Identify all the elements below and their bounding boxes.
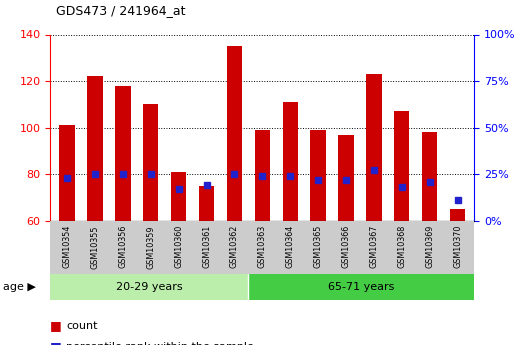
Text: GSM10363: GSM10363 — [258, 225, 267, 268]
Bar — [249, 274, 474, 300]
Bar — [422, 132, 437, 221]
Bar — [366, 74, 382, 221]
Text: GSM10354: GSM10354 — [63, 225, 72, 268]
Text: ■: ■ — [50, 319, 62, 333]
Text: ■: ■ — [50, 340, 62, 345]
Text: 20-29 years: 20-29 years — [116, 282, 183, 292]
Text: GSM10359: GSM10359 — [146, 225, 155, 268]
Bar — [282, 102, 298, 221]
Text: GSM10360: GSM10360 — [174, 225, 183, 268]
Text: percentile rank within the sample: percentile rank within the sample — [66, 342, 254, 345]
Text: 65-71 years: 65-71 years — [328, 282, 394, 292]
Text: age ▶: age ▶ — [3, 282, 36, 292]
Bar — [255, 130, 270, 221]
Text: GSM10355: GSM10355 — [91, 225, 100, 268]
Bar — [338, 135, 354, 221]
Text: count: count — [66, 321, 98, 331]
Text: GSM10368: GSM10368 — [398, 225, 407, 268]
Bar — [87, 77, 103, 221]
Text: GSM10367: GSM10367 — [369, 225, 378, 268]
Text: GSM10365: GSM10365 — [314, 225, 323, 268]
Text: GSM10366: GSM10366 — [341, 225, 350, 268]
Bar — [394, 111, 410, 221]
Bar — [450, 209, 465, 221]
Bar — [199, 186, 214, 221]
Bar — [171, 172, 187, 221]
Text: GDS473 / 241964_at: GDS473 / 241964_at — [56, 4, 185, 17]
Text: GSM10356: GSM10356 — [118, 225, 127, 268]
Bar — [50, 274, 249, 300]
Bar — [311, 130, 326, 221]
Text: GSM10361: GSM10361 — [202, 225, 211, 268]
Bar — [227, 46, 242, 221]
Text: GSM10362: GSM10362 — [230, 225, 239, 268]
Bar — [115, 86, 130, 221]
Text: GSM10364: GSM10364 — [286, 225, 295, 268]
Bar — [59, 125, 75, 221]
Text: GSM10369: GSM10369 — [425, 225, 434, 268]
Text: GSM10370: GSM10370 — [453, 225, 462, 268]
Bar — [143, 104, 158, 221]
